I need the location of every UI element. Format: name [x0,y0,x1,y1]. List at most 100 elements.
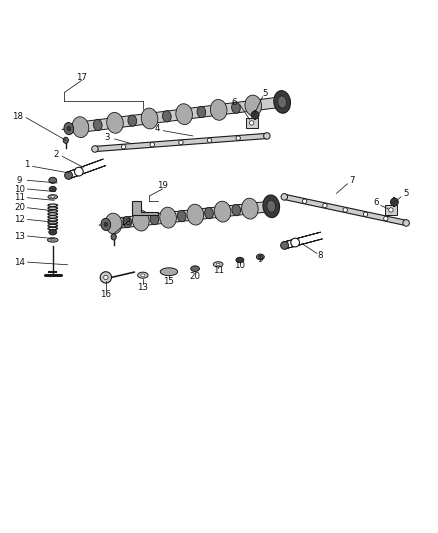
Polygon shape [285,239,322,249]
Ellipse shape [160,268,178,276]
Text: 7: 7 [349,176,354,185]
Ellipse shape [133,210,149,231]
Text: 12: 12 [14,215,25,224]
Ellipse shape [49,177,57,183]
Text: 4: 4 [155,124,160,133]
Text: 11: 11 [212,266,224,276]
Ellipse shape [278,96,286,108]
Ellipse shape [72,117,89,138]
Ellipse shape [123,216,131,228]
Text: 13: 13 [14,231,25,240]
Text: 17: 17 [76,72,88,82]
Ellipse shape [101,219,111,230]
Ellipse shape [48,195,57,199]
Ellipse shape [245,95,261,116]
Ellipse shape [302,199,307,204]
Ellipse shape [50,239,55,241]
Ellipse shape [210,100,227,120]
Ellipse shape [191,266,199,271]
Ellipse shape [323,204,327,208]
Ellipse shape [150,213,159,225]
Ellipse shape [177,211,186,222]
Ellipse shape [216,263,220,265]
Ellipse shape [267,200,276,212]
Ellipse shape [111,234,116,240]
Bar [246,118,258,128]
Polygon shape [95,133,267,151]
Polygon shape [132,201,158,215]
Ellipse shape [104,222,108,227]
Ellipse shape [141,274,145,277]
Ellipse shape [63,137,68,143]
Text: 20: 20 [190,272,201,280]
Text: 3: 3 [105,133,110,142]
Ellipse shape [49,229,57,235]
Ellipse shape [64,123,74,135]
Ellipse shape [107,112,123,133]
Ellipse shape [281,193,288,200]
Ellipse shape [187,204,204,225]
Ellipse shape [141,108,158,129]
Text: 20: 20 [14,203,25,212]
Circle shape [291,238,300,247]
Ellipse shape [179,140,183,144]
Ellipse shape [213,262,223,267]
Text: 8: 8 [317,251,323,260]
Ellipse shape [241,198,258,219]
Ellipse shape [67,126,71,131]
Circle shape [74,167,83,176]
Ellipse shape [160,207,177,228]
Text: 2: 2 [53,150,59,159]
Text: 9: 9 [17,176,22,185]
Text: 5: 5 [262,89,268,98]
Ellipse shape [256,254,264,260]
Circle shape [104,275,108,279]
Text: 19: 19 [157,181,168,190]
Ellipse shape [232,205,240,216]
Polygon shape [73,98,278,133]
Circle shape [65,172,72,179]
Ellipse shape [121,144,126,149]
Ellipse shape [176,104,192,125]
Ellipse shape [49,187,56,192]
Text: 18: 18 [120,219,131,228]
Ellipse shape [138,272,148,278]
Circle shape [281,241,289,249]
Text: 10: 10 [234,261,245,270]
Ellipse shape [105,213,122,234]
Text: 6: 6 [373,198,378,207]
Ellipse shape [162,111,171,122]
Text: 14: 14 [14,257,25,266]
Ellipse shape [50,196,55,198]
Ellipse shape [403,220,410,226]
Ellipse shape [208,138,212,142]
Polygon shape [284,195,407,225]
Ellipse shape [214,201,231,222]
Polygon shape [69,166,106,179]
Ellipse shape [343,208,347,212]
Bar [385,205,397,215]
Text: 16: 16 [100,290,111,300]
Text: 9: 9 [258,255,263,264]
Ellipse shape [93,119,102,131]
Ellipse shape [274,91,290,113]
Circle shape [389,208,393,212]
Text: 1: 1 [24,160,29,169]
Ellipse shape [236,257,244,263]
Circle shape [250,120,254,125]
Ellipse shape [364,212,367,216]
Polygon shape [67,159,103,172]
Ellipse shape [236,136,240,140]
Ellipse shape [47,238,58,242]
Text: 5: 5 [403,189,409,198]
Ellipse shape [128,115,137,126]
Text: 11: 11 [14,193,25,202]
Text: 10: 10 [14,184,25,193]
Text: 15: 15 [163,277,174,286]
Circle shape [251,111,259,119]
Circle shape [391,198,398,206]
Ellipse shape [92,146,98,152]
Ellipse shape [232,102,240,114]
Ellipse shape [197,107,206,118]
Ellipse shape [150,142,155,147]
